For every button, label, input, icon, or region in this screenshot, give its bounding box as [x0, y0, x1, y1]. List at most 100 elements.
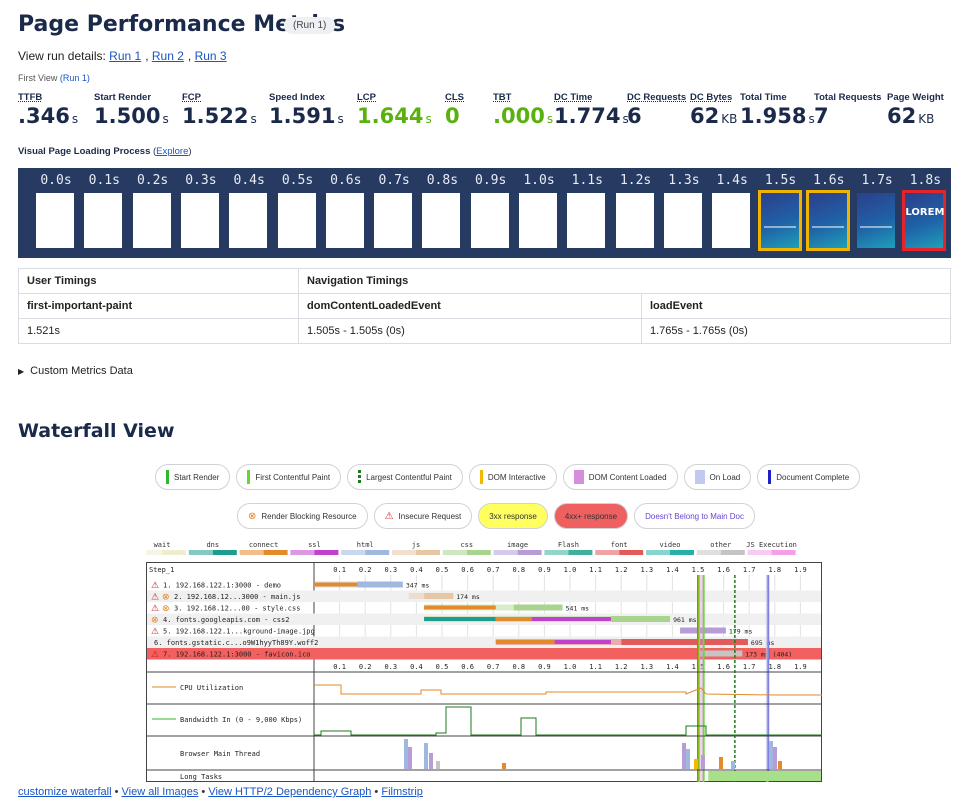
filmstrip-frame[interactable]: 0.1s	[83, 168, 125, 248]
frame-time: 0.3s	[185, 173, 217, 188]
metric-fcp: FCP 1.522 s	[182, 92, 257, 128]
metric-value: 1.591 s	[269, 104, 344, 128]
frame-caption-line	[860, 226, 893, 228]
filmstrip-frame[interactable]: 0.3s	[180, 168, 222, 248]
type-legend-swatch	[162, 550, 186, 555]
metric-number: .000	[493, 104, 545, 128]
main-thread-activity	[773, 747, 777, 769]
request-bar	[357, 581, 403, 588]
filmstrip-frame[interactable]: 0.4s	[228, 168, 270, 248]
tick-label-top: 0.1	[333, 566, 346, 574]
frame-time: 1.5s	[764, 173, 797, 188]
frame-thumbnail	[277, 193, 316, 248]
filmstrip-frame[interactable]: 0.9s	[470, 168, 512, 248]
type-legend-label: js	[412, 541, 420, 549]
metric-label: Total Time	[740, 92, 787, 103]
warning-icon: ⚠	[151, 593, 159, 603]
visual-loading-heading: Visual Page Loading Process (Explore)	[18, 146, 192, 157]
tick-label-bottom: 0.3	[384, 663, 397, 671]
main-thread-activity	[769, 741, 773, 769]
filmstrip-frame[interactable]: 1.8s LOREM	[902, 168, 947, 251]
legend-4xx-response: 4xx+ response	[553, 503, 629, 529]
legend-start-render: Start Render	[155, 464, 231, 490]
filmstrip-frame[interactable]: 1.1s	[566, 168, 608, 248]
run-1-link[interactable]: Run 1	[109, 49, 142, 63]
type-legend-swatch	[670, 550, 694, 555]
customize-waterfall-link[interactable]: customize waterfall	[18, 786, 112, 798]
legend-label: Start Render	[174, 472, 220, 482]
tick-label-top: 0.9	[538, 566, 551, 574]
tick-label-bottom: 1.9	[794, 663, 807, 671]
run-2-link[interactable]: Run 2	[151, 49, 184, 63]
tick-label-bottom: 0.6	[461, 663, 474, 671]
legend-marker	[694, 470, 705, 484]
metric-value: 1.500 s	[94, 104, 169, 128]
metric-unit: s	[337, 112, 344, 126]
legend-render-blocking-resource: ⊗ Render Blocking Resource	[237, 503, 368, 529]
render-blocking-icon: ⊗	[162, 604, 170, 614]
metric-value: 1.644 s	[357, 104, 432, 128]
http2-dependency-graph-link[interactable]: View HTTP/2 Dependency Graph	[208, 786, 372, 798]
legend-label: Doesn't Belong to Main Doc	[645, 511, 745, 521]
tick-label-bottom: 1.3	[640, 663, 653, 671]
request-duration: 695 ms	[751, 639, 775, 647]
custom-metrics-toggle[interactable]: ▶ Custom Metrics Data	[18, 365, 133, 377]
type-legend-label: ssl	[308, 541, 321, 549]
request-label: 3. 192.168.12...00 - style.css	[174, 605, 300, 613]
type-legend-swatch-light	[239, 550, 264, 555]
type-legend-swatch-light	[392, 550, 416, 555]
main-thread-activity	[682, 743, 686, 769]
filmstrip-frame[interactable]: 1.3s	[663, 168, 705, 248]
filmstrip-frame[interactable]: 1.5s	[757, 168, 802, 251]
legend-doesn-t-belong-to-main-doc: Doesn't Belong to Main Doc	[634, 503, 756, 529]
frame-thumbnail	[325, 193, 364, 248]
filmstrip-frame[interactable]: 0.2s	[132, 168, 174, 248]
metric-value: .000 s	[493, 104, 553, 128]
connection-bar	[495, 640, 555, 644]
tick-label-bottom: 1.1	[589, 663, 602, 671]
legend-label: 3xx response	[489, 511, 537, 521]
first-view-run-link[interactable]: (Run 1)	[59, 73, 90, 83]
tick-label-top: 0.5	[436, 566, 449, 574]
filmstrip-frame[interactable]: 1.6s	[805, 168, 850, 251]
view-all-images-link[interactable]: View all Images	[121, 786, 199, 798]
filmstrip-frame[interactable]: 0.7s	[373, 168, 415, 248]
run-3-link[interactable]: Run 3	[194, 49, 227, 63]
explore-link[interactable]: Explore	[156, 146, 189, 157]
type-legend-label: connect	[249, 541, 279, 549]
request-bar	[513, 604, 563, 611]
request-label: 6. fonts.gstatic.c...o9W1hyyTh89Y.woff2	[154, 639, 318, 647]
tick-label-bottom: 0.1	[333, 663, 346, 671]
filmstrip-frame[interactable]: 1.7s	[856, 168, 898, 248]
frame-time: 1.7s	[861, 173, 893, 188]
legend-label: DOM Content Loaded	[588, 472, 667, 482]
metric-value: 1.958 s	[740, 104, 815, 128]
filmstrip-frame[interactable]: 0.8s	[421, 168, 463, 248]
filmstrip-frame[interactable]: 0.5s	[277, 168, 319, 248]
type-legend-swatch-light	[188, 550, 213, 555]
user-timings-header: User Timings	[18, 268, 299, 294]
metric-value: 6	[627, 104, 686, 128]
request-duration: 347 ms	[406, 582, 430, 590]
metric-label: DC Requests	[627, 92, 687, 103]
type-legend-label: video	[659, 541, 680, 549]
legend-label: Document Complete	[776, 472, 850, 482]
filmstrip-frame[interactable]: 1.4s	[711, 168, 753, 248]
main-thread-activity	[404, 739, 408, 769]
frame-thumbnail	[374, 193, 413, 248]
filmstrip-frame[interactable]: 1.2s	[615, 168, 657, 248]
frame-time: 0.2s	[136, 173, 169, 188]
filmstrip-frame[interactable]: 0.0s	[35, 168, 77, 248]
filmstrip-frame[interactable]: 0.6s	[325, 168, 367, 248]
request-bar	[698, 650, 743, 657]
warning-icon: ⚠	[151, 581, 159, 591]
frame-thumbnail	[180, 193, 219, 248]
filmstrip-frame[interactable]: 1.0s	[518, 168, 560, 248]
metric-number: 62	[887, 104, 917, 128]
frame-thumbnail	[757, 190, 802, 251]
metric-label: LCP	[357, 92, 376, 103]
row-stripe	[147, 590, 821, 602]
main-thread-activity	[424, 743, 428, 769]
waterfall-chart[interactable]: wait dns connect ssl html js css image Flash font…	[146, 538, 822, 782]
filmstrip-link[interactable]: Filmstrip	[381, 786, 423, 798]
